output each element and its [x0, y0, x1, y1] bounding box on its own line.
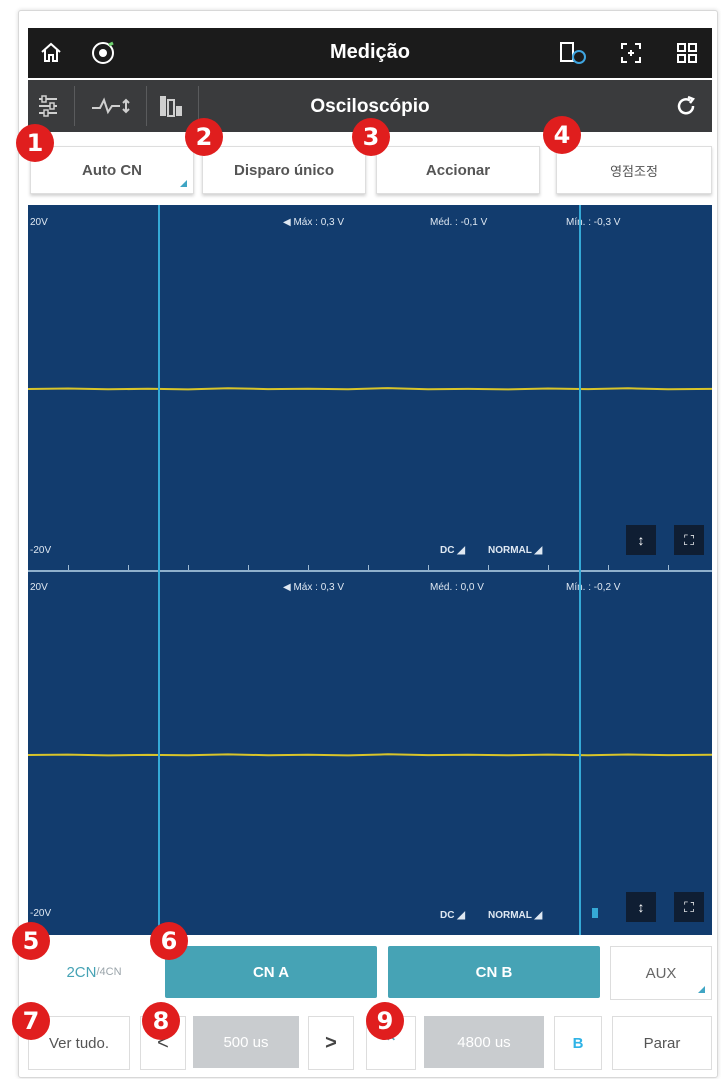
ch1-fullscreen-icon[interactable]: ⛶	[674, 525, 704, 555]
zero-adjust-label: 영점조정	[610, 163, 658, 179]
ch2-min: Mín. : -0,2 V	[566, 582, 621, 593]
ch2-coupling-label: DC	[440, 910, 455, 921]
activate-label: Accionar	[425, 161, 491, 179]
ch2-max: ◀ Máx : 0,3 V	[283, 582, 345, 593]
ch2-scale-bottom: -20V	[30, 908, 52, 919]
refresh-icon[interactable]	[674, 92, 698, 120]
ch2-scale-top: 20V	[30, 582, 48, 593]
channel-a-button[interactable]: CN A	[165, 946, 377, 998]
ch1-scale-bottom: -20V	[30, 545, 52, 556]
callout-badge-8: 8	[142, 1002, 180, 1040]
chevron-left-icon: <	[157, 1031, 169, 1054]
single-trigger-label: Disparo único	[233, 161, 334, 179]
page-title: Medição	[329, 41, 411, 63]
apps-grid-icon[interactable]	[670, 36, 704, 70]
zero-adjust-button[interactable]: 영점조정	[556, 146, 712, 194]
auto-cn-button[interactable]: Auto CN	[30, 146, 194, 194]
home-icon[interactable]	[34, 36, 68, 70]
ch2-waveform	[28, 753, 712, 757]
callout-badge-5: 5	[12, 922, 50, 960]
cursor-b-button[interactable]: B	[554, 1016, 602, 1070]
ch2-fullscreen-icon[interactable]: ⛶	[674, 892, 704, 922]
ch1-avg: Méd. : -0,1 V	[430, 217, 488, 228]
ch2-mode-label: NORMAL	[488, 910, 532, 921]
activate-button[interactable]: Accionar	[376, 146, 540, 194]
cursor-b-marker[interactable]	[592, 908, 598, 918]
data-record-icon[interactable]	[158, 92, 184, 120]
ch1-waveform	[28, 387, 712, 391]
callout-badge-4: 4	[543, 116, 581, 154]
ch1-max: ◀ Máx : 0,3 V	[283, 217, 345, 228]
auto-cn-label: Auto CN	[82, 161, 142, 179]
ch1-max-value: Máx : 0,3 V	[293, 217, 345, 228]
aux-dropdown-corner-icon	[698, 986, 705, 993]
screen-capture-icon[interactable]	[614, 36, 648, 70]
cursor-b-label: B	[572, 1034, 584, 1052]
timebase-next-button[interactable]: >	[308, 1016, 354, 1070]
timebase-value[interactable]: 500 us	[193, 1016, 299, 1068]
aux-label: AUX	[645, 964, 677, 982]
ch1-vertical-scale-icon[interactable]: ↕	[626, 525, 656, 555]
cursor-a-line[interactable]	[158, 205, 160, 935]
vci-connection-icon[interactable]	[556, 36, 590, 70]
callout-badge-1: 1	[16, 124, 54, 162]
callout-badge-7: 7	[12, 1002, 50, 1040]
channel-count-toggle[interactable]: 2CN/4CN	[28, 946, 160, 998]
ch2-coupling-dropdown[interactable]: DC ◢	[440, 910, 465, 921]
channel-b-label: CN B	[475, 963, 513, 981]
stop-label: Parar	[643, 1034, 681, 1052]
callout-badge-3: 3	[352, 118, 390, 156]
screen-title: Osciloscópio	[310, 96, 430, 117]
view-all-label: Ver tudo.	[48, 1034, 110, 1052]
channel-b-button[interactable]: CN B	[388, 946, 600, 998]
channel-a-label: CN A	[252, 963, 290, 981]
top-bar: Medição	[28, 28, 712, 78]
ch1-scale-top: 20V	[30, 217, 48, 228]
ch1-coupling-dropdown[interactable]: DC ◢	[440, 545, 465, 556]
ch1-mode-dropdown[interactable]: NORMAL ◢	[488, 545, 543, 556]
oscilloscope-display[interactable]: 20V ◀ Máx : 0,3 V Méd. : -0,1 V Mín. : -…	[28, 205, 712, 935]
channel-divider	[28, 570, 712, 572]
ch2-avg: Méd. : 0,0 V	[430, 582, 484, 593]
stop-button[interactable]: Parar	[612, 1016, 712, 1070]
cursor-b-line[interactable]	[579, 205, 581, 935]
ch2-mode-dropdown[interactable]: NORMAL ◢	[488, 910, 543, 921]
aux-button[interactable]: AUX	[610, 946, 712, 1000]
single-trigger-button[interactable]: Disparo único	[202, 146, 366, 194]
ch1-mode-label: NORMAL	[488, 545, 532, 556]
trigger-time-label: 4800 us	[457, 1033, 511, 1051]
callout-badge-6: 6	[150, 922, 188, 960]
ch2-max-value: Máx : 0,3 V	[293, 582, 345, 593]
dropdown-corner-icon	[180, 180, 187, 187]
chevron-right-icon: >	[325, 1031, 337, 1054]
signal-settings-icon[interactable]	[90, 92, 134, 120]
diagnostic-logo-icon[interactable]	[86, 36, 120, 70]
timebase-label: 500 us	[223, 1033, 269, 1051]
ch1-min: Mín. : -0,3 V	[566, 217, 621, 228]
callout-badge-9: 9	[366, 1002, 404, 1040]
ch2-vertical-scale-icon[interactable]: ↕	[626, 892, 656, 922]
ch1-coupling-label: DC	[440, 545, 455, 556]
settings-sliders-icon[interactable]	[36, 92, 60, 120]
trigger-time-value[interactable]: 4800 us	[424, 1016, 544, 1068]
callout-badge-2: 2	[185, 118, 223, 156]
channel-count-alt: /4CN	[96, 966, 122, 978]
channel-count-main: 2CN	[66, 963, 97, 981]
